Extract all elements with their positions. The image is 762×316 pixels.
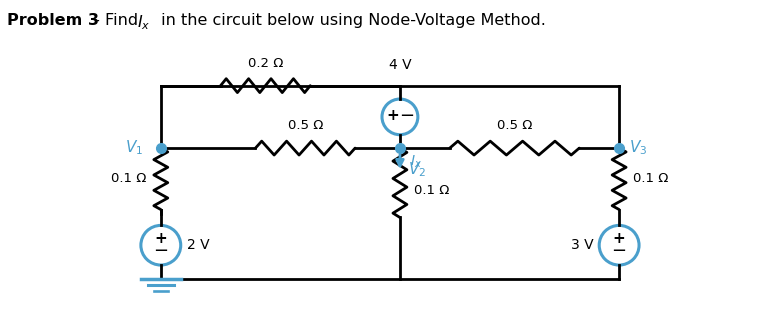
Text: +: + (613, 231, 626, 246)
Text: 0.5 Ω: 0.5 Ω (287, 119, 323, 132)
Text: in the circuit below using Node-Voltage Method.: in the circuit below using Node-Voltage … (155, 13, 546, 28)
Text: 0.1 Ω: 0.1 Ω (633, 172, 668, 185)
Text: $V_2$: $V_2$ (408, 160, 426, 179)
Text: 4 V: 4 V (389, 58, 411, 72)
Text: −: − (153, 242, 168, 260)
Text: $V_3$: $V_3$ (629, 139, 648, 157)
Text: 0.1 Ω: 0.1 Ω (111, 172, 147, 185)
Text: - Find: - Find (89, 13, 143, 28)
Text: $I_x$: $I_x$ (410, 154, 422, 170)
Text: 0.5 Ω: 0.5 Ω (497, 119, 532, 132)
Text: −: − (612, 242, 626, 260)
Text: 0.1 Ω: 0.1 Ω (414, 184, 450, 197)
Text: 2 V: 2 V (187, 238, 210, 252)
Text: −: − (399, 107, 415, 125)
Text: 0.2 Ω: 0.2 Ω (248, 57, 283, 70)
Text: Problem 3: Problem 3 (8, 13, 99, 28)
Text: 3 V: 3 V (571, 238, 594, 252)
Text: +: + (155, 231, 167, 246)
Text: $V_1$: $V_1$ (125, 139, 142, 157)
Text: +: + (386, 108, 399, 123)
Text: $I_x$: $I_x$ (137, 13, 150, 32)
